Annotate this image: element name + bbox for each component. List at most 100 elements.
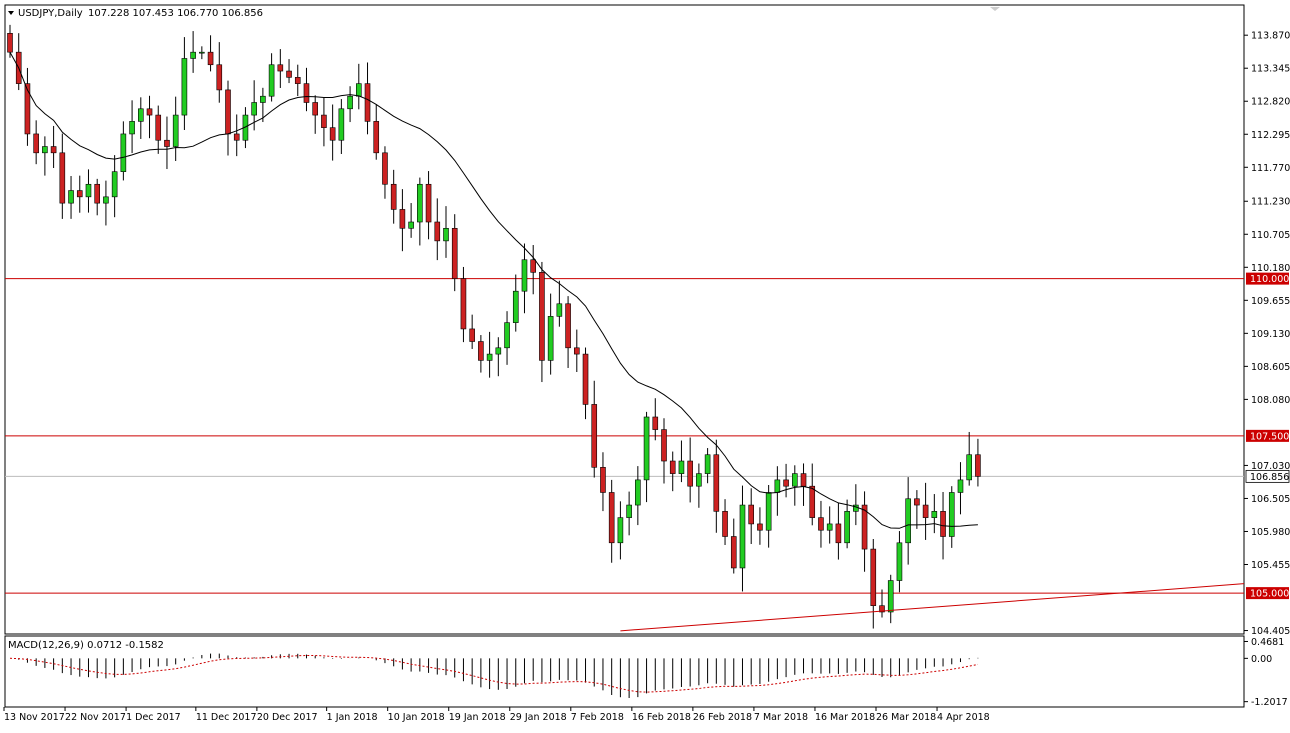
candle-body xyxy=(286,70,292,78)
candle-body xyxy=(652,416,659,430)
candle-body xyxy=(329,127,336,141)
date-tick-label: 16 Feb 2018 xyxy=(632,712,691,723)
candle-body xyxy=(573,347,580,355)
level-label-text: 105.000 xyxy=(1250,589,1289,600)
candle-body xyxy=(940,511,946,537)
candle-body xyxy=(207,51,214,66)
candle-body xyxy=(321,114,327,128)
level-label-box xyxy=(1246,429,1289,442)
candle-body xyxy=(565,303,571,349)
candle-body xyxy=(765,492,772,531)
candle-body xyxy=(818,517,824,531)
collapse-triangle-icon[interactable] xyxy=(8,11,14,15)
candle-body xyxy=(495,347,502,355)
indicator-plot-frame xyxy=(4,635,1245,708)
date-axis: 13 Nov 2017 22 Nov 2017 1 Dec 2017 11 Dec 2… xyxy=(3,707,990,723)
candle-body xyxy=(966,454,973,481)
candle-body xyxy=(225,89,231,135)
candle-body xyxy=(600,467,606,493)
scroll-marker-icon[interactable] xyxy=(990,7,1000,11)
level-lines xyxy=(5,278,1244,594)
candle-body xyxy=(809,485,816,518)
candle-body xyxy=(268,64,275,97)
date-tick-label: 29 Jan 2018 xyxy=(510,712,567,723)
date-tick-label: 13 Nov 2017 xyxy=(4,712,65,723)
date-tick-label: 16 Mar 2018 xyxy=(815,712,875,723)
date-tick-label: 4 Apr 2018 xyxy=(937,712,990,723)
level-label-text: 107.500 xyxy=(1250,431,1289,442)
level-label-box xyxy=(1246,587,1289,600)
candle-body xyxy=(251,102,257,116)
candle-body xyxy=(722,511,728,537)
price-tick-label: 112.295 xyxy=(1251,130,1290,141)
date-tick-label: 20 Dec 2017 xyxy=(257,712,318,723)
date-tick-label: 7 Feb 2018 xyxy=(571,712,624,723)
candle-body xyxy=(635,479,641,506)
candle-body xyxy=(844,511,850,544)
candle-body xyxy=(486,353,493,361)
price-tick-label: 111.770 xyxy=(1251,163,1290,174)
candle-body xyxy=(696,473,702,487)
price-tick-label: 110.705 xyxy=(1251,230,1290,241)
candle-body xyxy=(757,523,763,531)
price-tick-label: 112.820 xyxy=(1251,97,1290,108)
price-tick-label: 109.655 xyxy=(1251,296,1290,307)
candle-body xyxy=(460,278,467,330)
price-tick-label: 107.030 xyxy=(1251,461,1290,472)
candle-body xyxy=(355,83,362,97)
date-tick-label: 1 Dec 2017 xyxy=(126,712,181,723)
candle-body xyxy=(591,404,598,468)
date-tick-label: 26 Mar 2018 xyxy=(876,712,936,723)
candle-body xyxy=(451,227,458,279)
candle-body xyxy=(704,454,711,474)
candle-body xyxy=(120,133,127,172)
candle-body xyxy=(826,523,833,531)
candle-body xyxy=(216,64,223,91)
candle-body xyxy=(905,498,911,544)
candle-body xyxy=(364,83,371,122)
candle-body xyxy=(608,492,615,544)
macd-tick-label: -1.2017 xyxy=(1251,697,1288,708)
price-tick-label: 108.080 xyxy=(1251,395,1290,406)
candle-body xyxy=(7,33,13,53)
candle-body xyxy=(478,341,484,361)
candle-body xyxy=(399,209,406,229)
price-tick-label: 105.455 xyxy=(1251,560,1290,571)
price-tick-label: 104.405 xyxy=(1251,626,1290,637)
candle-body xyxy=(975,454,981,477)
macd-tick-label: 0.00 xyxy=(1251,654,1272,665)
candle-body xyxy=(425,183,432,223)
macd-label: MACD(12,26,9) 0.0712 -0.1582 xyxy=(8,640,164,651)
candle-body xyxy=(774,479,781,493)
candle-body xyxy=(948,492,955,537)
candle-body xyxy=(155,114,162,141)
candle-body xyxy=(94,183,100,204)
date-tick-label: 26 Feb 2018 xyxy=(693,712,752,723)
candle-body xyxy=(957,479,964,493)
candle-body xyxy=(146,108,153,116)
candle-body xyxy=(199,51,205,54)
candle-body xyxy=(582,353,589,405)
candle-body xyxy=(713,454,720,512)
candle-body xyxy=(547,316,554,361)
candle-body xyxy=(382,152,388,185)
candle-body xyxy=(931,511,938,518)
price-tick-label: 105.980 xyxy=(1251,527,1290,538)
current-price-text: 106.856 xyxy=(1250,472,1289,483)
candle-body xyxy=(277,64,284,72)
level-label-box xyxy=(1246,272,1289,285)
candle-body xyxy=(687,460,693,487)
candle-body xyxy=(730,536,737,569)
date-tick-label: 22 Nov 2017 xyxy=(65,712,126,723)
candle-body xyxy=(50,146,57,154)
support-trendline xyxy=(620,583,1245,632)
price-tick-label: 111.230 xyxy=(1251,197,1290,208)
moving-average-line xyxy=(9,51,978,529)
candle-body xyxy=(504,322,510,349)
candle-body xyxy=(85,183,92,198)
candle-body xyxy=(111,171,118,198)
price-tick-label: 108.605 xyxy=(1251,362,1290,373)
candle-body xyxy=(373,121,380,154)
